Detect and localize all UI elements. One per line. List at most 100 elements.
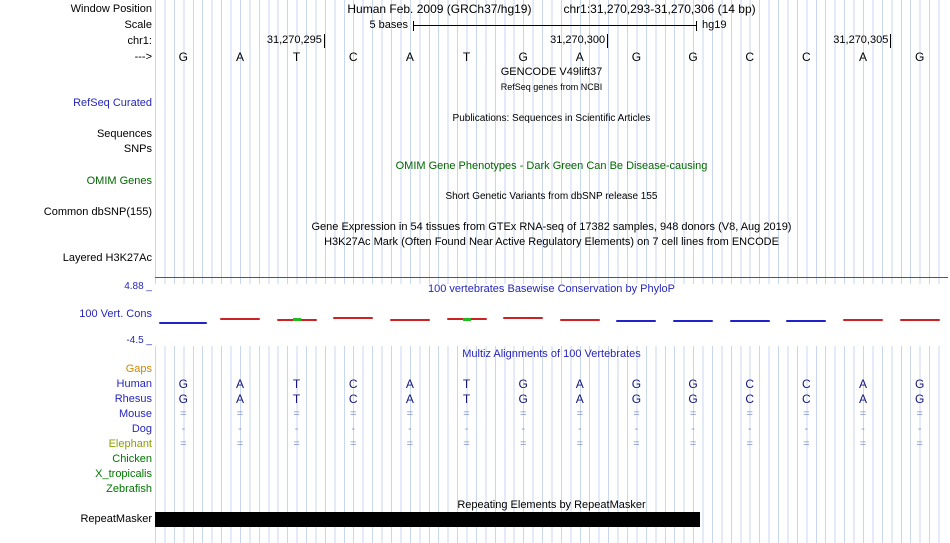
align-cell: = [576,438,584,450]
assembly-tag: hg19 [702,19,727,31]
track-title-multiz: Multiz Alignments of 100 Vertebrates [462,348,641,360]
track-title-refseq: RefSeq genes from NCBI [500,82,603,92]
track-title-gtex: Gene Expression in 54 tissues from GTEx … [311,221,792,233]
track-label-refseq-curated[interactable]: RefSeq Curated [73,97,152,109]
track-label-human[interactable]: Human [116,378,152,390]
align-cell: C [348,377,358,391]
track-label-dog[interactable]: Dog [131,423,152,435]
align-cell: = [803,438,810,450]
align-cell: A [405,377,414,391]
track-label-snps[interactable]: SNPs [123,143,152,155]
align-cell: = [463,438,470,450]
track-label-strand-arrow[interactable]: ---> [134,51,152,63]
track-title-gencode: GENCODE V49lift37 [500,66,603,78]
align-cell: C [802,377,811,391]
ruler-tick: 31,270,305 [778,34,892,48]
track-label-rhesus[interactable]: Rhesus [114,393,152,405]
align-cell: A [575,392,584,406]
align-cell: A [859,377,868,391]
track-label-zebrafish[interactable]: Zebrafish [106,483,152,495]
track-title-omim: OMIM Gene Phenotypes - Dark Green Can Be… [395,160,708,172]
scale-bases-label: 5 bases [369,19,408,31]
base-letter: T [462,50,471,64]
align-cell: = [746,408,753,420]
base-letter: G [914,50,925,64]
repeat-element-bar[interactable] [155,512,700,527]
base-letter: G [518,50,528,64]
align-cell: = [633,438,640,450]
position-title: chr1:31,270,293-31,270,306 (14 bp) [563,2,756,16]
track-label-x-tropicalis[interactable]: X_tropicalis [95,468,152,480]
conservation-mark [559,319,600,321]
track-label-chr1[interactable]: chr1: [127,35,152,47]
align-cell: T [462,392,471,406]
align-cell: G [688,392,698,406]
base-letter: G [631,50,642,64]
track-title-h3k27ac: H3K27Ac Mark (Often Found Near Active Re… [324,236,779,248]
align-cell: A [575,377,584,391]
base-letter: T [292,50,301,64]
multiz-row-mouse: = = = = = = = = = = = = = = [155,407,948,422]
base-letter: A [575,50,584,64]
track-label-repeatmasker[interactable]: RepeatMasker [80,513,152,525]
align-cell: - [408,423,412,435]
base-grid-lines-top [155,0,948,284]
align-cell: = [916,408,923,420]
conservation-green-mark [462,318,471,321]
track-label-chicken[interactable]: Chicken [112,453,152,465]
track-label-sequences[interactable]: Sequences [96,128,152,140]
align-cell: = [463,408,470,420]
align-cell: = [406,438,414,450]
track-label-omim-genes[interactable]: OMIM Genes [86,175,152,187]
base-grid-lines-bottom [155,346,948,543]
base-letter: G [688,50,698,64]
conservation-mark [673,320,714,322]
align-cell: - [861,423,865,435]
align-cell: = [406,408,414,420]
track-label-common-dbsnp-155[interactable]: Common dbSNP(155) [43,206,152,218]
track-label-100-vert-cons[interactable]: 100 Vert. Cons [79,308,152,320]
align-cell: = [746,438,753,450]
align-cell: = [293,438,300,450]
align-cell: = [803,408,810,420]
conservation-mark [333,317,374,319]
base-letter: C [745,50,755,64]
conservation-mark [159,322,208,324]
track-label-window-position[interactable]: Window Position [70,3,152,15]
align-cell: - [238,423,242,435]
align-cell: - [294,423,299,435]
track-label-gaps[interactable]: Gaps [125,363,152,375]
align-cell: - [691,423,695,435]
align-cell: = [236,438,244,450]
track-title-repeatmasker: Repeating Elements by RepeatMasker [457,499,646,511]
align-cell: = [293,408,300,420]
align-cell: G [914,377,925,391]
align-cell: = [180,438,187,450]
track-title-dbsnp: Short Genetic Variants from dbSNP releas… [445,191,658,202]
align-cell: = [519,408,527,420]
base-letter: C [348,50,358,64]
track-label-4-5[interactable]: -4.5 _ [126,335,152,346]
align-cell: A [235,377,244,391]
track-label-4-88[interactable]: 4.88 _ [124,281,152,292]
conservation-mark [786,320,827,322]
track-label-layered-h3k27ac[interactable]: Layered H3K27Ac [62,252,152,264]
align-cell: A [235,392,244,406]
track-label-mouse[interactable]: Mouse [118,408,152,420]
conservation-mark [616,320,657,322]
conservation-mark [219,318,260,320]
align-cell: = [859,438,867,450]
align-cell: C [745,377,755,391]
align-cell: G [518,377,528,391]
multiz-row-elephant: = = = = = = = = = = = = = = [155,437,948,452]
align-cell: G [631,377,642,391]
align-cell: - [521,423,525,435]
track-label-scale[interactable]: Scale [124,19,152,31]
ruler-tick: 31,270,295 [212,34,325,48]
align-cell: - [181,423,186,435]
align-cell: = [180,408,187,420]
track-label-elephant[interactable]: Elephant [108,438,152,450]
base-letter: C [802,50,811,64]
